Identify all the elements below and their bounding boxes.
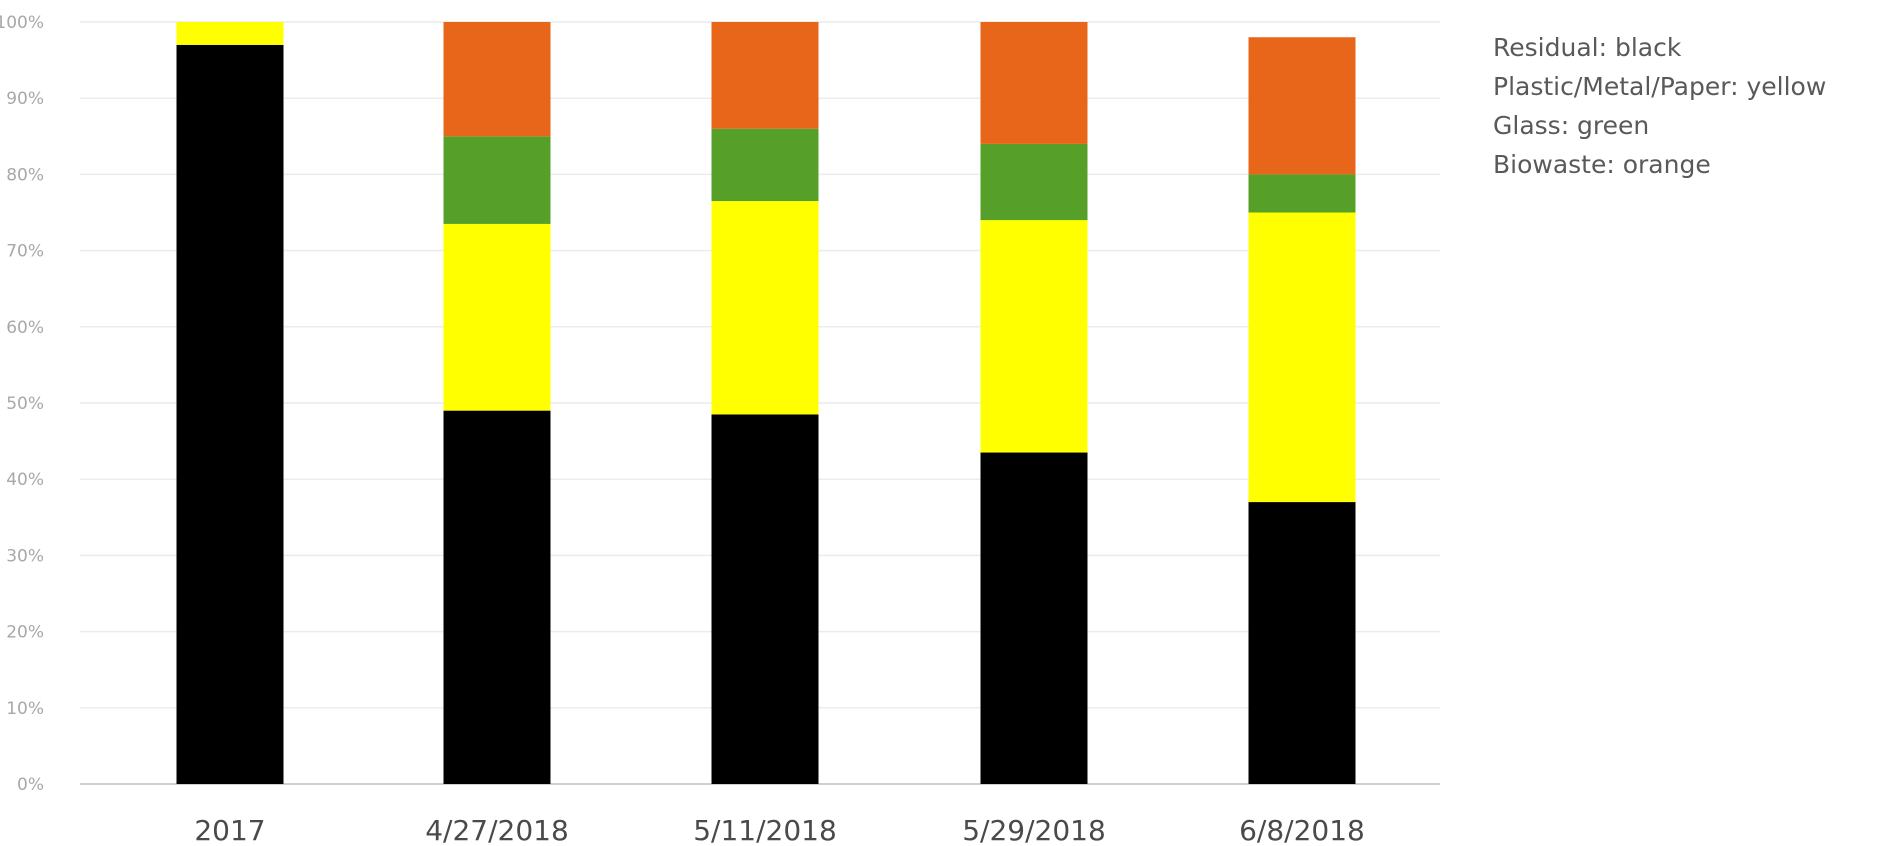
bar-segment-glass: [980, 143, 1088, 221]
bar-segment-glass: [711, 128, 819, 202]
bar-segment-plastic_metal_paper: [443, 223, 551, 411]
x-axis-ticks: 2017 4/27/2018 5/11/2018 5/29/2018 6/8/2018: [194, 814, 1365, 846]
x-tick-label: 6/8/2018: [1239, 814, 1365, 846]
y-tick-label: 10%: [6, 699, 44, 719]
y-tick-label: 20%: [6, 623, 44, 643]
y-tick-label: 60%: [6, 318, 44, 338]
bar-segment-residual: [980, 452, 1088, 784]
x-tick-label: 5/29/2018: [962, 814, 1106, 846]
y-axis-ticks: 0% 10% 20% 30% 40% 50% 60% 70% 80% 90% 100%: [0, 13, 44, 795]
bar-segment-residual: [176, 44, 284, 785]
y-tick-label: 50%: [6, 394, 44, 414]
bar-segment-biowaste: [443, 22, 551, 137]
x-tick-label: 4/27/2018: [425, 814, 569, 846]
bar-segment-glass: [443, 136, 551, 224]
bar-segment-plastic_metal_paper: [711, 201, 819, 415]
legend-entry-residual: Residual: black: [1493, 33, 1682, 62]
bar-segment-plastic_metal_paper: [176, 22, 284, 45]
y-tick-label: 40%: [6, 470, 44, 490]
y-tick-label: 100%: [0, 13, 44, 33]
bars: [176, 22, 1356, 785]
y-tick-label: 80%: [6, 165, 44, 185]
bar-segment-plastic_metal_paper: [1248, 212, 1356, 503]
legend-entry-biowaste: Biowaste: orange: [1493, 150, 1711, 179]
y-tick-label: 0%: [17, 775, 44, 795]
legend-entry-plastic-metal-paper: Plastic/Metal/Paper: yellow: [1493, 72, 1827, 101]
bar-segment-biowaste: [1248, 37, 1356, 175]
bar-segment-biowaste: [711, 22, 819, 129]
x-tick-label: 5/11/2018: [693, 814, 837, 846]
bar-segment-residual: [711, 414, 819, 784]
bar-segment-residual: [1248, 502, 1356, 784]
bar-segment-biowaste: [980, 22, 1088, 144]
bar-segment-residual: [443, 410, 551, 784]
bar-segment-plastic_metal_paper: [980, 220, 1088, 453]
x-tick-label: 2017: [194, 814, 265, 846]
y-tick-label: 30%: [6, 546, 44, 566]
bar-segment-glass: [1248, 174, 1356, 213]
legend-entry-glass: Glass: green: [1493, 111, 1650, 140]
legend: Residual: black Plastic/Metal/Paper: yel…: [1493, 28, 1826, 184]
y-tick-label: 90%: [6, 89, 44, 109]
y-tick-label: 70%: [6, 242, 44, 262]
